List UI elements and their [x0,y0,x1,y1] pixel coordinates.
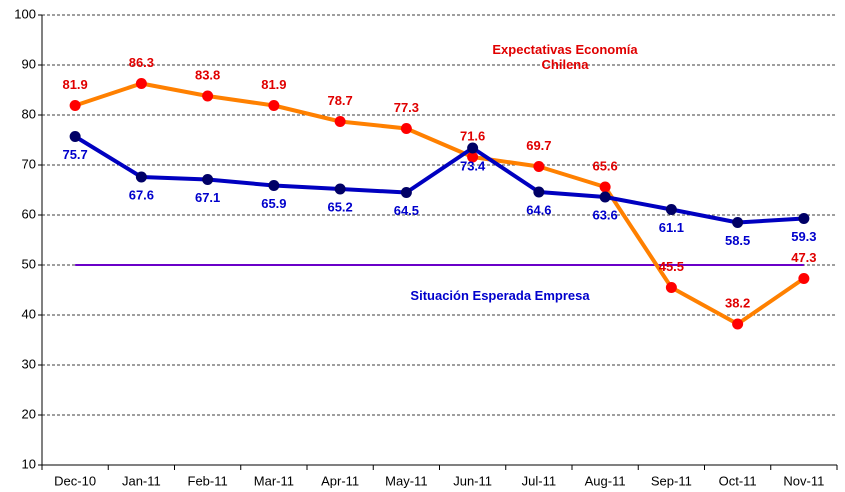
y-tick-label: 70 [22,156,36,171]
series-line [74,134,804,225]
data-point [202,174,214,185]
x-tick-label: Jun-11 [453,473,492,488]
data-label: 58.5 [725,233,750,248]
x-tick-label: Jul-11 [522,473,556,488]
data-label: 81.9 [62,77,87,92]
data-label: 38.2 [725,295,750,310]
data-point [400,187,412,198]
data-point [467,151,479,163]
data-label: 78.7 [327,93,352,108]
data-label: 65.2 [327,199,352,214]
data-label: 67.1 [195,190,220,205]
data-point [599,181,611,193]
y-tick-label: 100 [14,6,36,21]
data-point [599,191,611,203]
x-tick-label: Sep-11 [651,473,692,488]
data-label: 71.6 [460,128,485,143]
y-tick-label: 50 [22,256,36,271]
x-tick-label: May-11 [385,473,427,488]
data-point [533,186,545,198]
data-label: 65.9 [261,196,286,211]
x-tick-label: Jan-11 [122,473,161,488]
series-name: Expectativas Economía Chilena [492,42,638,72]
x-tick-label: Dec-10 [54,473,96,488]
data-label: 75.7 [62,147,87,162]
data-label: 83.8 [195,67,220,82]
y-tick-label: 20 [22,406,36,421]
data-label: 67.6 [129,187,154,202]
y-tick-label: 10 [22,456,36,471]
x-tick-label: Oct-11 [719,473,757,488]
data-point [533,161,545,172]
data-label: 45.5 [659,259,684,274]
data-point [268,100,280,111]
series-name: Situación Esperada Empresa [410,288,590,303]
data-point [467,142,479,154]
x-tick-label: Mar-11 [254,473,294,488]
y-tick-label: 90 [22,56,36,71]
x-tick-label: Feb-11 [188,473,228,488]
data-label: 64.5 [394,203,419,218]
data-label: 81.9 [261,77,286,92]
x-tick-label: Aug-11 [585,473,626,488]
data-label: 64.6 [526,202,551,217]
x-tick-label: Apr-11 [321,473,359,488]
data-label: 86.3 [129,55,154,70]
data-point [135,171,147,183]
data-point [798,213,810,224]
data-point [268,180,280,191]
data-point [202,90,214,102]
series-line [74,81,806,326]
y-tick-label: 30 [22,356,36,371]
data-label: 61.1 [659,220,684,235]
data-point [135,78,147,89]
data-label: 69.7 [526,138,551,153]
data-label: 65.6 [592,158,617,173]
y-tick-label: 60 [22,206,36,221]
data-label: 73.4 [460,158,486,173]
data-point [665,204,677,215]
data-point [732,318,744,330]
data-label: 77.3 [394,100,419,115]
y-tick-label: 80 [22,106,36,121]
data-point [334,116,346,127]
data-point [69,100,81,111]
data-point [665,282,677,293]
y-tick-label: 40 [22,306,36,321]
data-point [798,273,810,284]
data-point [400,123,412,134]
data-point [732,217,744,228]
x-tick-label: Nov-11 [783,473,824,488]
data-label: 63.6 [592,207,617,222]
data-label: 47.3 [791,250,816,265]
data-label: 59.3 [791,229,816,244]
data-point [334,183,346,195]
data-point [69,131,81,142]
